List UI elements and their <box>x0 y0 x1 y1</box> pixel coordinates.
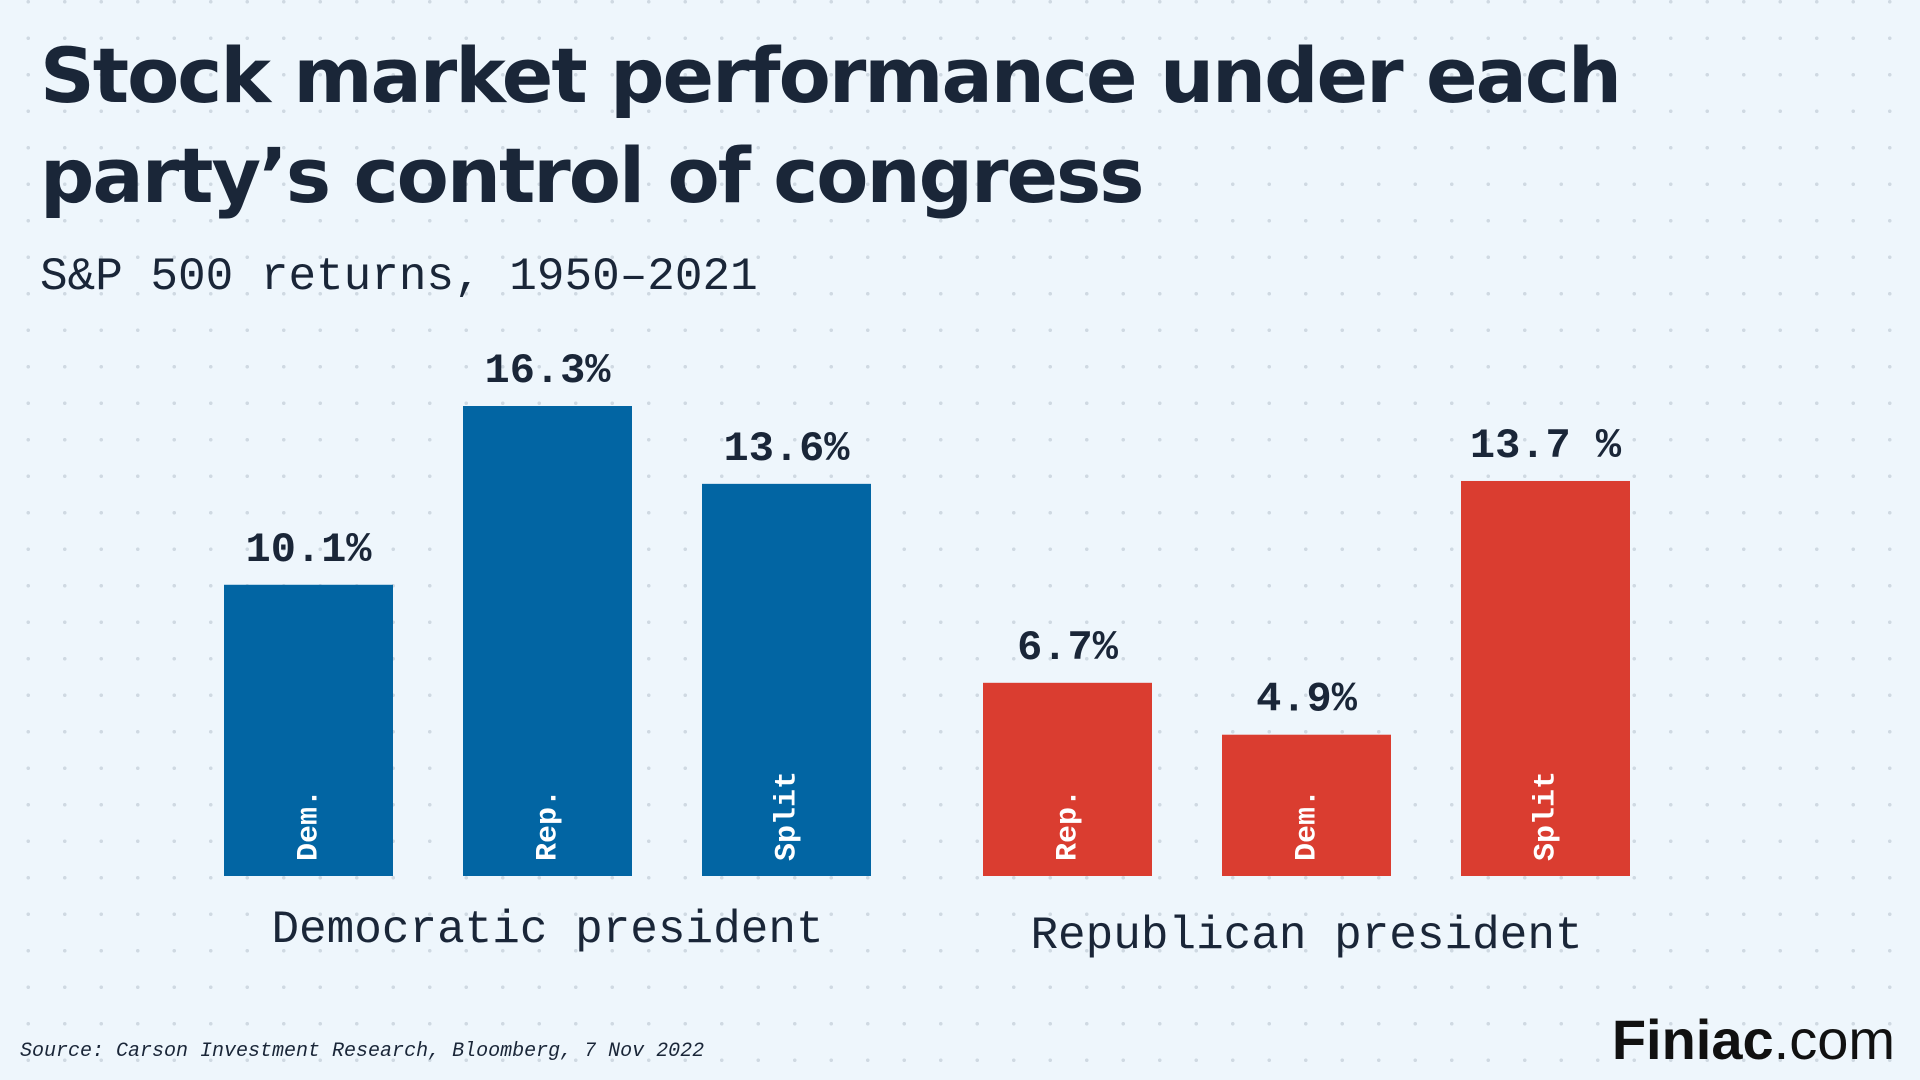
category-label-republican-president-split: Split <box>1529 771 1563 861</box>
bar-republican-president-rep <box>983 682 1152 876</box>
source-note: Source: Carson Investment Research, Bloo… <box>20 1040 705 1063</box>
brand-suffix: .com <box>1773 1008 1895 1071</box>
chart-title: Stock market performance under each part… <box>40 31 1622 220</box>
category-label-democratic-president-dem: Dem. <box>292 789 326 861</box>
brand-logo: Finiac.com <box>1612 1005 1895 1075</box>
bar-republican-president-split <box>1461 480 1630 876</box>
category-label-republican-president-rep: Rep. <box>1051 789 1085 861</box>
category-label-republican-president-dem: Dem. <box>1290 789 1324 861</box>
value-label-republican-president-dem: 4.9% <box>1256 676 1358 724</box>
value-label-democratic-president-rep: 16.3% <box>484 347 611 395</box>
group-label-republican-president: Republican president <box>1030 910 1582 962</box>
bar-democratic-president-rep <box>463 406 632 876</box>
group-label-democratic-president: Democratic president <box>271 904 823 956</box>
bar-chart: 10.1% Dem. 16.3% Rep. 13.6% Split Democratic p… <box>224 347 1630 962</box>
value-label-democratic-president-dem: 10.1% <box>245 526 372 574</box>
value-label-republican-president-split: 13.7 % <box>1470 422 1622 470</box>
value-label-democratic-president-split: 13.6% <box>723 425 850 473</box>
bar-democratic-president-dem <box>224 584 393 876</box>
value-label-republican-president-rep: 6.7% <box>1017 624 1119 672</box>
chart-subtitle: S&P 500 returns, 1950–2021 <box>40 251 758 303</box>
category-label-democratic-president-rep: Rep. <box>531 789 565 861</box>
brand-name: Finiac <box>1611 1008 1774 1071</box>
category-label-democratic-president-split: Split <box>770 771 804 861</box>
bar-democratic-president-split <box>702 483 871 876</box>
bar-republican-president-dem <box>1222 734 1391 876</box>
